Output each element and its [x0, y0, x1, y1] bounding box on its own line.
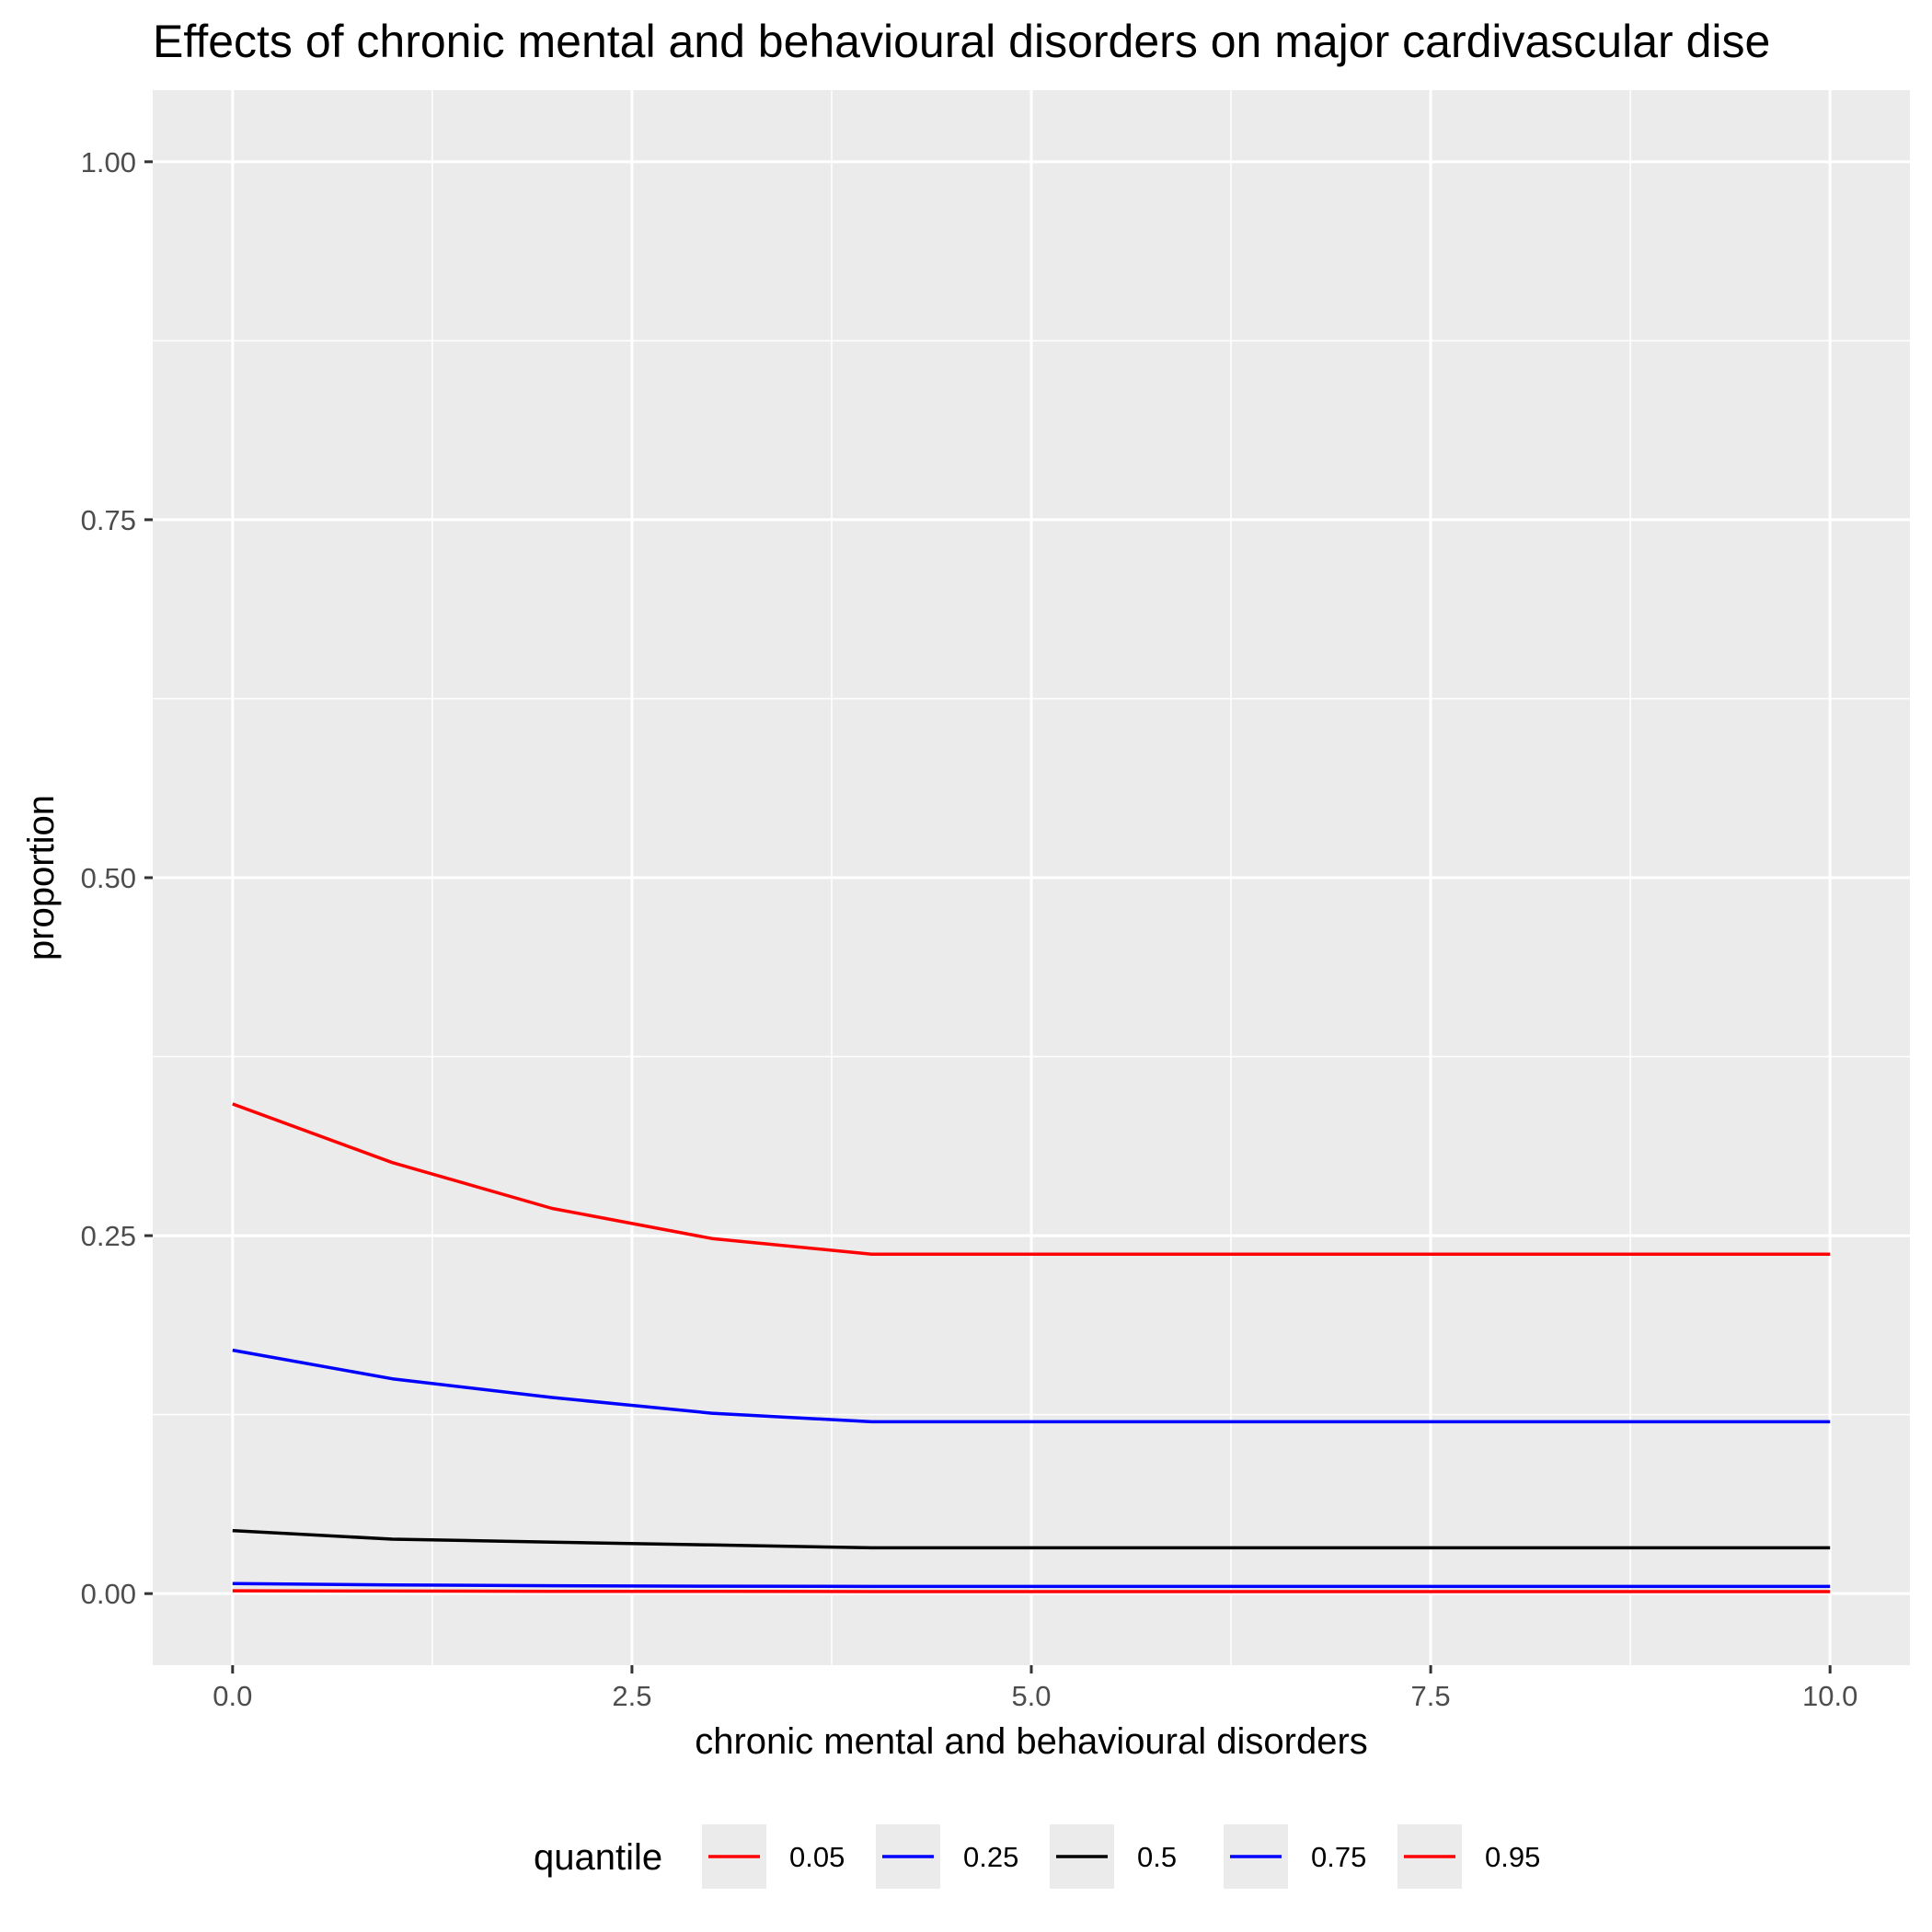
series-lines — [232, 1102, 1831, 1593]
legend: quantile 0.05 0.25 0.5 0.75 0.95 — [534, 1824, 1540, 1889]
y-axis-title: proportion — [21, 795, 62, 960]
x-tick-label: 2.5 — [612, 1680, 651, 1712]
axes: 0.0 2.5 5.0 7.5 10.0 0.00 0.25 0.50 0.75 1.00 — [81, 146, 1858, 1712]
legend-label: 0.5 — [1137, 1841, 1177, 1873]
series-line-5 — [232, 1102, 1831, 1257]
y-tick-label: 0.50 — [81, 862, 136, 894]
x-tick-label: 0.0 — [213, 1680, 252, 1712]
series-line-2 — [232, 1348, 1831, 1424]
y-tick-label: 0.00 — [81, 1578, 136, 1610]
x-tick-label: 10.0 — [1802, 1680, 1857, 1712]
chart-title: Effects of chronic mental and behavioura… — [153, 16, 1770, 67]
y-tick-label: 0.75 — [81, 504, 136, 536]
legend-title: quantile — [534, 1837, 662, 1878]
series-line-1 — [232, 1589, 1831, 1593]
legend-label: 0.05 — [789, 1841, 845, 1873]
series-line-3 — [232, 1528, 1831, 1550]
x-tick-label: 7.5 — [1411, 1680, 1451, 1712]
y-tick-label: 1.00 — [81, 146, 136, 178]
y-tick-label: 0.25 — [81, 1220, 136, 1252]
legend-label: 0.25 — [963, 1841, 1018, 1873]
grid — [153, 90, 1910, 1665]
x-axis-title: chronic mental and behavioural disorders — [695, 1721, 1368, 1762]
series-line-4 — [232, 1581, 1831, 1589]
legend-label: 0.95 — [1485, 1841, 1540, 1873]
legend-label: 0.75 — [1311, 1841, 1366, 1873]
x-tick-label: 5.0 — [1011, 1680, 1051, 1712]
